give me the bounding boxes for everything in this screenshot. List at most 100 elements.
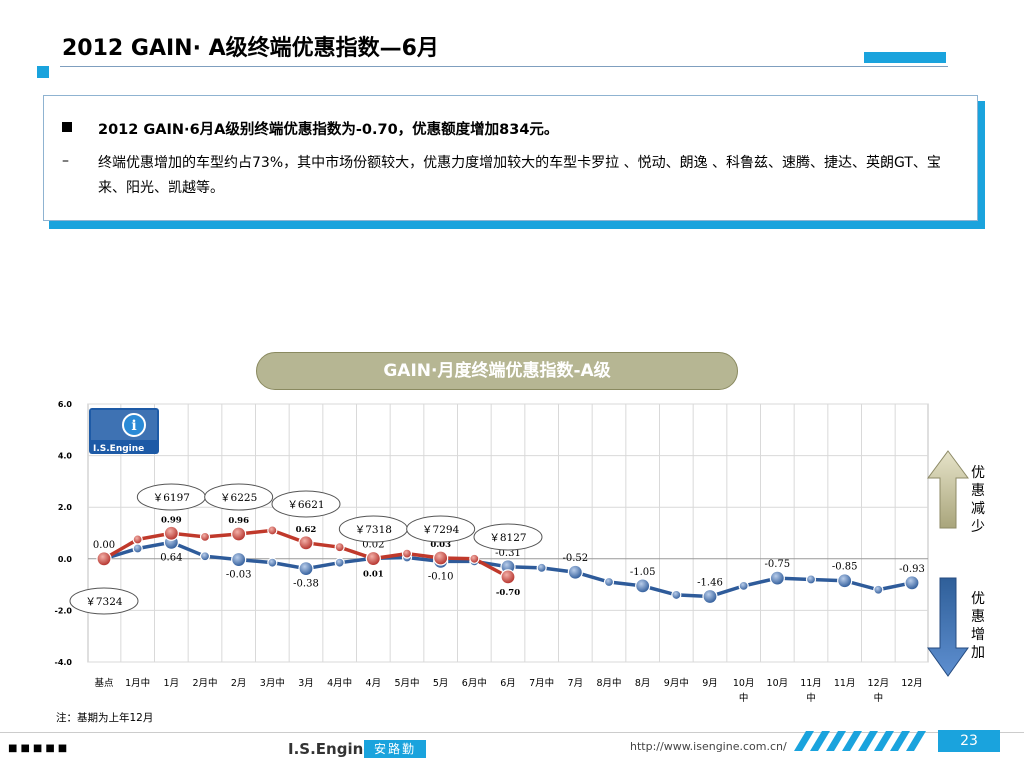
x-tick-label: 7月 bbox=[568, 678, 584, 689]
x-tick-label: 12月 bbox=[868, 678, 890, 689]
title-accent-bar bbox=[864, 52, 946, 63]
price-callout-bubble bbox=[473, 523, 543, 551]
y-tick-label: -4.0 bbox=[55, 658, 73, 667]
data-point bbox=[702, 588, 718, 605]
footer-brand-badge: 安路勤 bbox=[364, 740, 426, 758]
x-tick-label: 9月中 bbox=[664, 677, 689, 689]
data-point bbox=[96, 551, 112, 567]
data-point bbox=[904, 575, 920, 591]
price-callout-text: ￥7318 bbox=[355, 524, 392, 536]
price-callout-text: ￥8127 bbox=[489, 532, 526, 544]
data-label: 0.00 bbox=[93, 540, 115, 551]
data-point bbox=[738, 580, 749, 591]
data-point bbox=[500, 569, 516, 585]
summary-box bbox=[43, 95, 978, 221]
data-label: -0.75 bbox=[765, 559, 791, 570]
data-label: -0.70 bbox=[496, 588, 520, 598]
price-callout-text: ￥6225 bbox=[220, 492, 257, 504]
increase-arrow-icon bbox=[927, 450, 969, 529]
data-label: -1.46 bbox=[697, 577, 723, 588]
summary-sub-text: 终端优惠增加的车型约占73%，其中市场份额较大，优惠力度增加较大的车型卡罗拉 、… bbox=[98, 155, 941, 196]
data-label: -0.52 bbox=[563, 553, 589, 564]
page-number: 23 bbox=[938, 730, 1000, 752]
y-tick-label: 4.0 bbox=[58, 452, 73, 461]
data-point bbox=[132, 534, 143, 545]
data-point bbox=[837, 573, 853, 589]
title-divider bbox=[60, 66, 948, 67]
data-point bbox=[567, 564, 583, 580]
price-callout-bubble bbox=[271, 490, 341, 518]
data-point bbox=[805, 574, 817, 585]
data-label: 0.03 bbox=[430, 540, 451, 550]
x-tick-label: 7月中 bbox=[529, 677, 554, 689]
x-tick-label: 3月中 bbox=[260, 677, 285, 689]
arrow-up-label: 优惠减少 bbox=[971, 465, 985, 535]
data-point bbox=[199, 551, 211, 562]
footer-dots: ■■■■■ bbox=[8, 743, 71, 754]
data-point bbox=[267, 525, 278, 536]
x-tick-label: 4月中 bbox=[327, 677, 352, 689]
data-point bbox=[365, 550, 381, 567]
data-point bbox=[334, 557, 345, 568]
data-point bbox=[132, 543, 143, 554]
price-callout-text: ￥7324 bbox=[85, 596, 123, 608]
sub-bullet-mark: – bbox=[62, 153, 69, 169]
data-label: -0.38 bbox=[293, 579, 319, 590]
y-tick-label: 2.0 bbox=[58, 503, 73, 512]
x-tick-label: 3月 bbox=[298, 678, 314, 689]
chart-note: 注：基期为上年12月 bbox=[56, 712, 154, 724]
data-point bbox=[298, 561, 314, 577]
price-callout-bubble bbox=[406, 515, 476, 543]
data-point bbox=[334, 542, 345, 553]
series-layer bbox=[96, 525, 920, 605]
data-label: 0.96 bbox=[228, 516, 249, 526]
footer-url[interactable]: http://www.isengine.com.cn/ bbox=[630, 740, 787, 753]
footer-brand: I.S.Engine bbox=[288, 740, 374, 758]
value-labels: 0.00 0.99 0.64 0.96 -0.03 0.62 -0.38 0.02 0.01 0.… bbox=[93, 515, 925, 598]
x-tick-label: 12月 bbox=[901, 678, 923, 689]
x-tick-label: 1月 bbox=[164, 678, 180, 689]
x-tick-label: 1月中 bbox=[125, 677, 150, 689]
y-axis: 6.0 4.0 2.0 0.0 -2.0 -4.0 bbox=[55, 400, 73, 667]
x-tick-label: 11月 bbox=[834, 678, 856, 689]
x-tick-label: 10月 bbox=[733, 678, 755, 689]
data-point bbox=[298, 535, 314, 551]
price-callout-text: ￥6621 bbox=[287, 499, 324, 511]
footer-divider bbox=[0, 732, 1024, 733]
data-label: -0.10 bbox=[428, 571, 454, 582]
summary-main-text: 2012 GAIN·6月A级别终端优惠指数为-0.70，优惠额度增加834元。 bbox=[98, 122, 559, 138]
x-tick-label: 中 bbox=[874, 692, 884, 704]
price-callout-text: ￥7294 bbox=[422, 524, 460, 536]
x-tick-label: 中 bbox=[739, 692, 749, 704]
x-tick-label: 8月 bbox=[635, 678, 651, 689]
x-tick-label: 6月 bbox=[500, 678, 516, 689]
square-bullet-icon bbox=[62, 122, 72, 132]
svg-text:i: i bbox=[131, 418, 136, 434]
logo-text: I.S.Engine bbox=[93, 444, 144, 454]
data-label: 0.62 bbox=[296, 525, 317, 535]
x-tick-label: 5月 bbox=[433, 678, 449, 689]
chart-title: GAIN·月度终端优惠指数-A级 bbox=[256, 352, 738, 390]
data-point bbox=[231, 526, 247, 542]
x-tick-label: 8月中 bbox=[596, 677, 621, 689]
info-icon bbox=[122, 413, 146, 437]
data-point bbox=[401, 548, 413, 559]
x-tick-label: 11月 bbox=[800, 678, 822, 689]
arrow-down-label: 优惠增加 bbox=[971, 591, 985, 661]
data-point bbox=[199, 531, 211, 542]
x-tick-label: 基点 bbox=[94, 677, 114, 689]
isengine-logo: i I.S.Engine bbox=[89, 408, 159, 454]
price-callout-bubble bbox=[69, 587, 139, 615]
data-point bbox=[536, 562, 547, 573]
data-label: -0.93 bbox=[899, 564, 925, 575]
x-tick-label: 6月中 bbox=[462, 677, 487, 689]
x-axis: 基点 1月中 1月 2月中 2月 3月中 3月 4月中 4月 5月中 5月 6月中 6月 7月中 7月 8月中… bbox=[94, 677, 922, 704]
data-label: -0.85 bbox=[832, 562, 858, 573]
title-accent-square bbox=[37, 66, 49, 78]
price-callout-text: ￥6197 bbox=[153, 492, 190, 504]
data-point bbox=[469, 553, 480, 564]
data-point bbox=[267, 557, 278, 568]
y-tick-label: 6.0 bbox=[58, 400, 73, 409]
data-label: 0.01 bbox=[363, 570, 384, 580]
data-point bbox=[433, 550, 449, 566]
